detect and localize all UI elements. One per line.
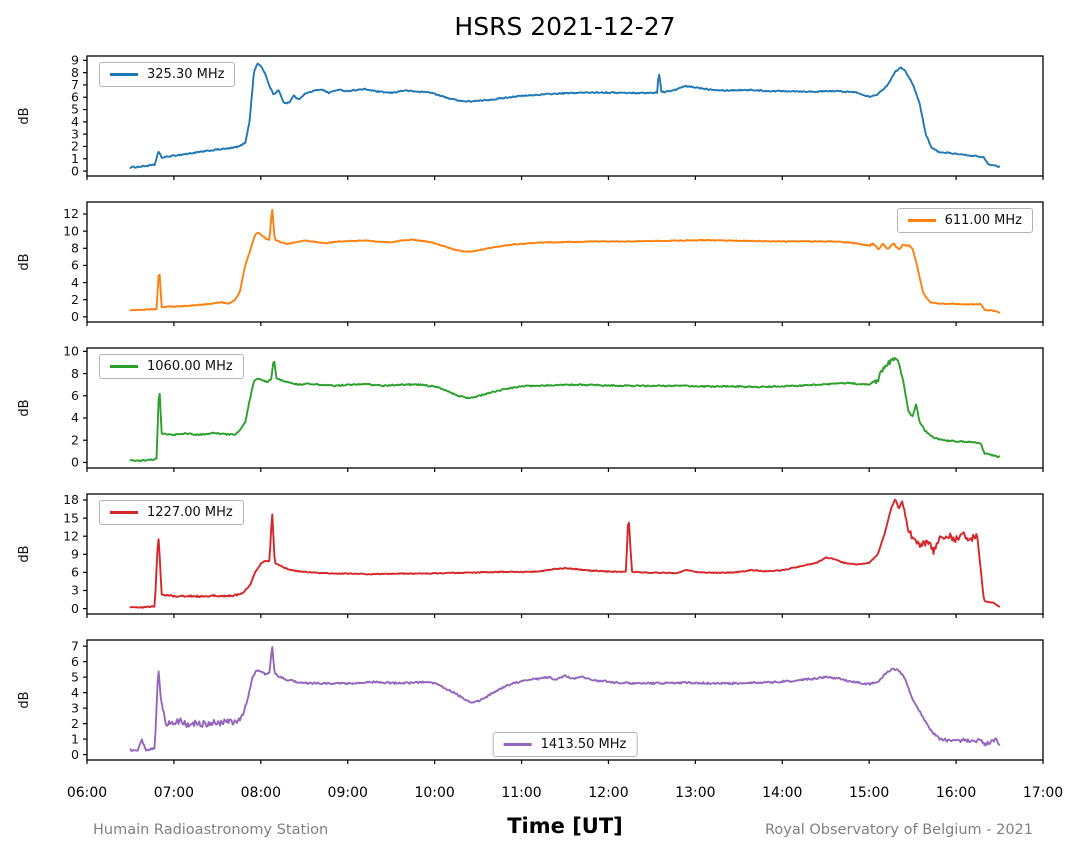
legend-1413mhz: 1413.50 MHz: [492, 732, 638, 757]
x-tick-label: 07:00: [153, 785, 195, 801]
panel-plot-611mhz: 0 2 4 6 8 10 12 dB: [17, 201, 1044, 326]
panel-611mhz: 0 2 4 6 8 10 12 dB 611.00 MHz: [0, 198, 1085, 326]
x-tick-label: 12:00: [588, 785, 629, 801]
x-tick-label: 17:00: [1022, 785, 1064, 801]
svg-text:3: 3: [71, 126, 79, 141]
svg-text:4: 4: [71, 275, 79, 290]
svg-text:7: 7: [71, 638, 79, 653]
x-tick-label: 13:00: [675, 785, 716, 801]
footer-observatory: Royal Observatory of Belgium - 2021: [764, 822, 1033, 838]
svg-text:6: 6: [71, 565, 79, 580]
svg-text:3: 3: [71, 700, 79, 715]
svg-text:15: 15: [63, 510, 79, 525]
panel-1227mhz: 0 3 6 9 12 15 18 dB 1227.00 MHz: [0, 490, 1085, 618]
svg-text:dB: dB: [17, 545, 32, 562]
svg-text:2: 2: [71, 139, 79, 154]
x-tick-label: 15:00: [848, 785, 890, 801]
x-axis-label: Time [UT]: [507, 814, 623, 838]
svg-text:dB: dB: [17, 253, 32, 270]
x-tick-label: 16:00: [935, 785, 977, 801]
svg-text:0: 0: [71, 747, 79, 762]
legend-line-sample: [110, 73, 138, 76]
svg-text:1: 1: [71, 731, 79, 746]
svg-text:5: 5: [71, 102, 79, 117]
x-tick-label: 11:00: [501, 785, 542, 801]
footer: Humain Radioastronomy Station Time [UT] …: [0, 810, 1085, 856]
svg-text:dB: dB: [17, 399, 32, 416]
legend-line-sample: [907, 219, 936, 222]
x-tick-label: 10:00: [414, 785, 455, 801]
svg-text:5: 5: [71, 669, 79, 684]
x-tick-label: 08:00: [240, 785, 281, 801]
legend-611mhz: 611.00 MHz: [896, 208, 1033, 233]
svg-text:dB: dB: [17, 691, 32, 708]
title-row: HSRS 2021-12-27: [0, 0, 1085, 52]
svg-text:0: 0: [71, 601, 79, 616]
svg-text:8: 8: [71, 240, 79, 255]
svg-text:10: 10: [63, 344, 79, 359]
svg-text:dB: dB: [17, 107, 32, 124]
svg-text:4: 4: [71, 410, 79, 425]
panel-plot-1060mhz: 0 2 4 6 8 10 dB: [17, 344, 1044, 472]
svg-text:2: 2: [71, 716, 79, 731]
svg-text:3: 3: [71, 583, 79, 598]
svg-text:8: 8: [71, 65, 79, 80]
svg-text:2: 2: [71, 292, 79, 307]
svg-text:0: 0: [71, 309, 79, 324]
svg-text:6: 6: [71, 258, 79, 273]
svg-text:7: 7: [71, 77, 79, 92]
svg-text:6: 6: [71, 654, 79, 669]
panel-325mhz: 0 1 2 3 4 5 6 7 8 9 dB 325.30 MHz: [0, 52, 1085, 180]
svg-text:2: 2: [71, 432, 79, 447]
legend-label: 611.00 MHz: [944, 213, 1022, 228]
legend-label: 1060.00 MHz: [147, 359, 233, 374]
panel-1060mhz: 0 2 4 6 8 10 dB 1060.00 MHz: [0, 344, 1085, 472]
svg-text:10: 10: [63, 223, 79, 238]
x-tick-labels: 06:00 07:00 08:00 09:00 10:00 11:00 12:00 13:00…: [0, 782, 1085, 806]
panel-plot-1227mhz: 0 3 6 9 12 15 18 dB: [17, 492, 1044, 618]
svg-text:9: 9: [71, 547, 79, 562]
svg-text:6: 6: [71, 89, 79, 104]
x-tick-label: 14:00: [762, 785, 803, 801]
svg-text:1: 1: [71, 151, 79, 166]
x-tick-label: 06:00: [66, 785, 108, 801]
legend-line-sample: [110, 365, 138, 368]
legend-label: 1227.00 MHz: [147, 505, 233, 520]
svg-text:8: 8: [71, 366, 79, 381]
legend-label: 1413.50 MHz: [540, 737, 627, 752]
svg-text:12: 12: [63, 206, 79, 221]
x-tick-label: 09:00: [327, 785, 368, 801]
svg-text:9: 9: [71, 53, 79, 68]
svg-text:0: 0: [71, 163, 79, 178]
footer-station: Humain Radioastronomy Station: [93, 822, 329, 838]
legend-line-sample: [503, 743, 532, 746]
legend-1227mhz: 1227.00 MHz: [99, 500, 244, 525]
legend-1060mhz: 1060.00 MHz: [99, 354, 244, 379]
panel-1413mhz: 0 1 2 3 4 5 6 7 dB 1413.50 MHz: [0, 636, 1085, 764]
svg-text:12: 12: [63, 528, 79, 543]
svg-text:18: 18: [63, 492, 79, 507]
legend-line-sample: [110, 511, 138, 514]
legend-label: 325.30 MHz: [147, 67, 225, 82]
legend-325mhz: 325.30 MHz: [99, 62, 236, 87]
chart-title: HSRS 2021-12-27: [454, 11, 676, 41]
svg-text:4: 4: [71, 685, 79, 700]
svg-text:0: 0: [71, 455, 79, 470]
svg-text:4: 4: [71, 114, 79, 129]
svg-text:6: 6: [71, 388, 79, 403]
